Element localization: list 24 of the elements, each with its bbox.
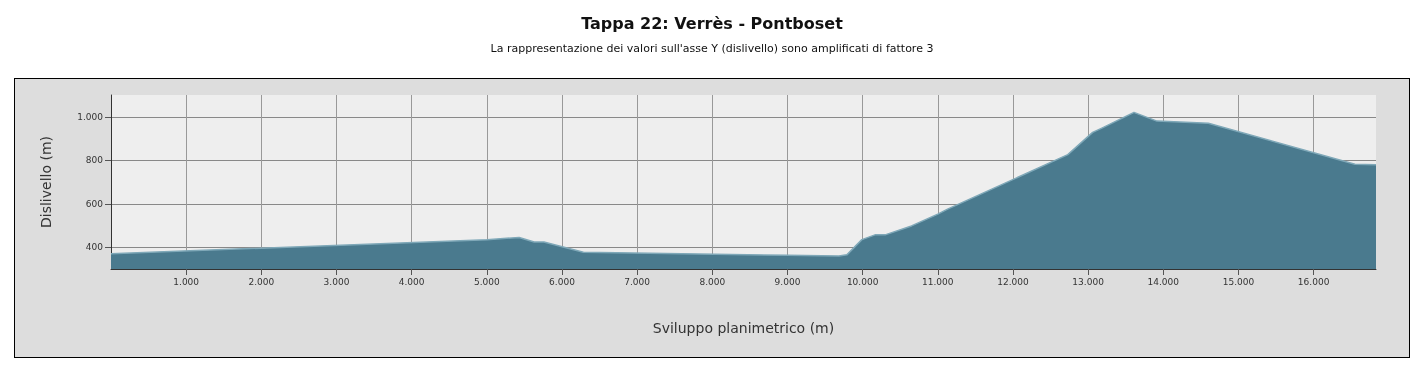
y-tick-label: 600 xyxy=(85,198,104,209)
x-tick-label: 9.000 xyxy=(774,276,801,287)
x-tick-label: 3.000 xyxy=(323,276,350,287)
x-tick-label: 8.000 xyxy=(699,276,726,287)
x-tick-label: 16.000 xyxy=(1297,276,1330,287)
y-tick-label: 1.000 xyxy=(77,111,104,122)
x-tick-label: 13.000 xyxy=(1072,276,1105,287)
x-tick-label: 15.000 xyxy=(1222,276,1255,287)
y-axis-title: Dislivello (m) xyxy=(38,136,54,228)
chart-subtitle: La rappresentazione dei valori sull'asse Y (dislivello) sono amplificati di fattore 3 xyxy=(490,42,934,55)
x-tick-label: 4.000 xyxy=(398,276,425,287)
y-tick-label: 400 xyxy=(85,242,104,253)
x-tick-label: 10.000 xyxy=(846,276,879,287)
x-tick-label: 12.000 xyxy=(997,276,1029,287)
x-tick-label: 6.000 xyxy=(549,276,576,287)
x-tick-label: 7.000 xyxy=(624,276,651,287)
chart-title: Tappa 22: Verrès - Pontboset xyxy=(581,13,844,33)
x-tick-label: 2.000 xyxy=(248,276,275,287)
y-tick-label: 800 xyxy=(85,155,104,166)
x-tick-label: 1.000 xyxy=(173,276,200,287)
x-tick-label: 14.000 xyxy=(1147,276,1180,287)
x-axis-title: Sviluppo planimetrico (m) xyxy=(652,320,835,336)
x-tick-label: 11.000 xyxy=(922,276,954,287)
x-tick-label: 5.000 xyxy=(473,276,500,287)
